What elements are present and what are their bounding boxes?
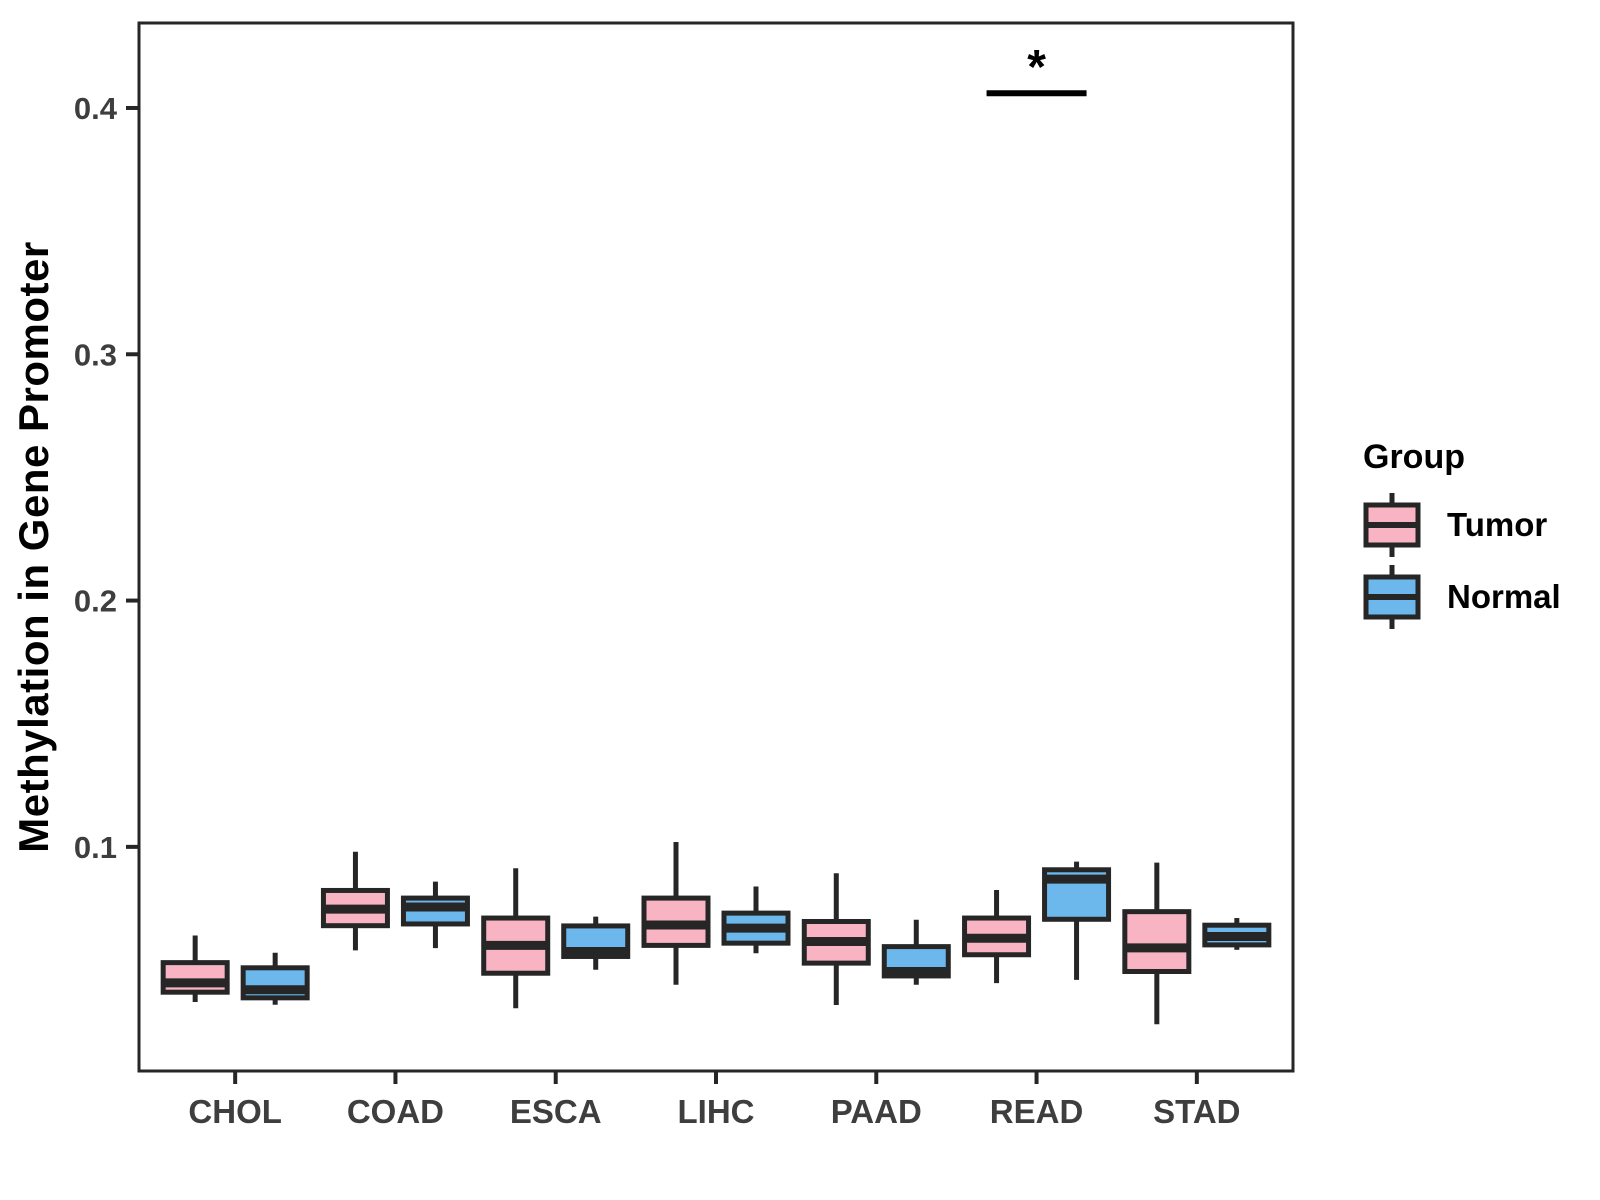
x-tick-label-coad: COAD bbox=[347, 1093, 444, 1130]
x-tick-label-stad: STAD bbox=[1153, 1093, 1240, 1130]
tumor-boxplot-key-icon bbox=[1363, 493, 1421, 557]
boxplot-chol-normal bbox=[240, 952, 310, 1005]
x-tick-label-paad: PAAD bbox=[831, 1093, 922, 1130]
plot-panel-border bbox=[137, 21, 1295, 1073]
boxplot-chol-tumor bbox=[160, 935, 230, 1003]
box bbox=[1122, 909, 1192, 974]
x-tick-label-esca: ESCA bbox=[510, 1093, 602, 1130]
boxplot-coad-tumor bbox=[320, 851, 390, 951]
legend-entry-tumor: Tumor bbox=[1363, 489, 1561, 561]
boxplot-read-normal bbox=[1042, 861, 1112, 980]
boxplot-paad-tumor bbox=[801, 873, 871, 1005]
y-axis-title: Methylation in Gene Promoter bbox=[10, 241, 57, 853]
y-tick-label: 0.4 bbox=[74, 91, 118, 126]
boxplot-coad-normal bbox=[400, 881, 470, 949]
x-tick-label-read: READ bbox=[990, 1093, 1084, 1130]
box bbox=[160, 960, 230, 995]
y-tick-label: 0.3 bbox=[74, 337, 117, 372]
x-tick-label-chol: CHOL bbox=[188, 1093, 282, 1130]
legend-entry-normal: Normal bbox=[1363, 561, 1561, 633]
y-tick-label: 0.2 bbox=[74, 584, 117, 619]
boxplot-read-tumor bbox=[962, 889, 1032, 984]
boxplot-esca-tumor bbox=[481, 868, 551, 1009]
x-tick-label-lihc: LIHC bbox=[678, 1093, 755, 1130]
boxplot-stad-tumor bbox=[1122, 862, 1192, 1025]
boxplot-esca-normal bbox=[561, 916, 631, 970]
legend: Group Tumor Normal bbox=[1363, 438, 1561, 633]
legend-label-tumor: Tumor bbox=[1447, 506, 1548, 543]
legend-label-normal: Normal bbox=[1447, 578, 1561, 615]
normal-boxplot-key-icon bbox=[1363, 565, 1421, 629]
boxplot-stad-normal bbox=[1202, 918, 1272, 950]
boxplot-paad-normal bbox=[881, 919, 951, 985]
y-tick-label: 0.1 bbox=[74, 830, 117, 865]
significance-star: * bbox=[1027, 41, 1046, 94]
boxplot-lihc-tumor bbox=[641, 841, 711, 985]
legend-title: Group bbox=[1363, 438, 1465, 476]
boxplot-lihc-normal bbox=[721, 886, 791, 954]
